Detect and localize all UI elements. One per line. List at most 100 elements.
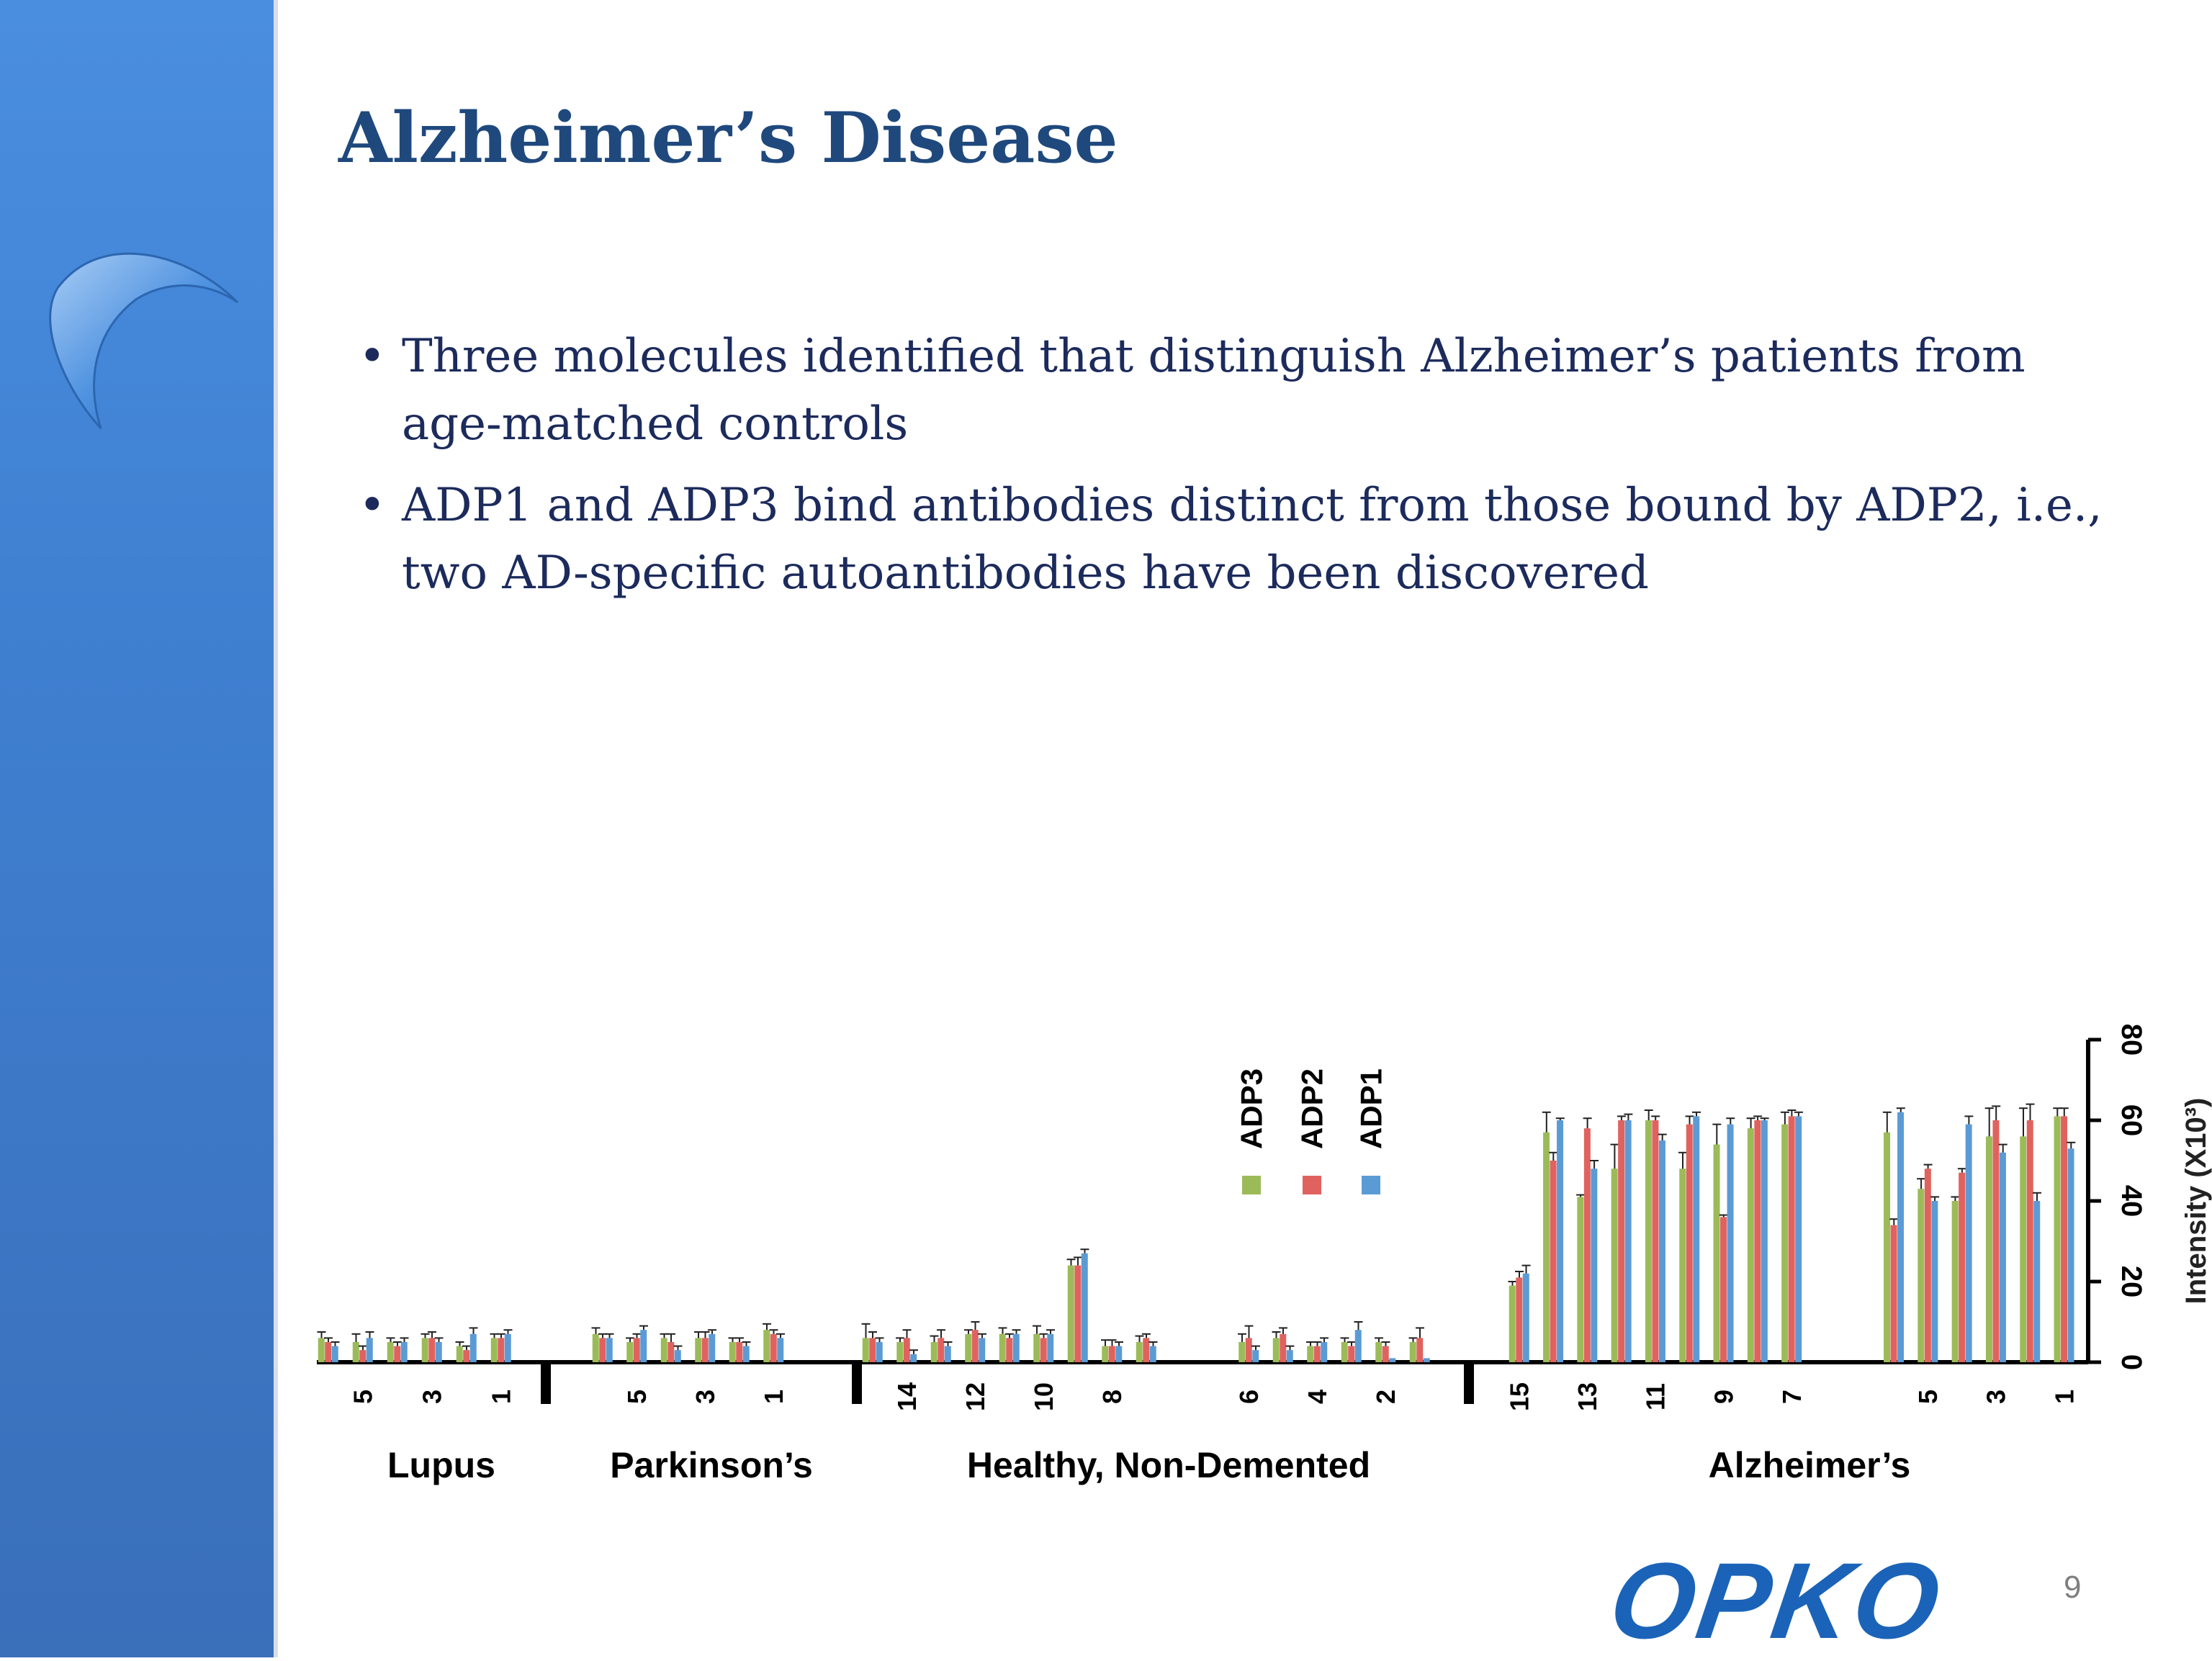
bar-adp3 xyxy=(1917,1189,1925,1362)
bar-adp1 xyxy=(1557,1120,1564,1362)
bar-adp1 xyxy=(1999,1152,2006,1362)
bar-adp1 xyxy=(331,1346,338,1362)
bar-adp2 xyxy=(1754,1120,1761,1362)
bar-adp2 xyxy=(938,1338,945,1362)
legend-label: ADP1 xyxy=(1354,1068,1388,1149)
bar-adp3 xyxy=(1747,1128,1754,1362)
x-tick-label: 13 xyxy=(1573,1382,1602,1411)
bar-adp3 xyxy=(1679,1169,1686,1362)
bar-adp2 xyxy=(394,1346,401,1362)
bar-adp3 xyxy=(1067,1265,1074,1362)
bar-adp3 xyxy=(930,1342,938,1362)
bar-adp2 xyxy=(770,1333,777,1362)
x-tick-label: 6 xyxy=(1234,1390,1264,1404)
bar-adp2 xyxy=(1720,1217,1727,1362)
bar-adp1 xyxy=(435,1342,442,1362)
bar-adp3 xyxy=(1136,1342,1143,1362)
bar-adp1 xyxy=(944,1346,951,1362)
bar-adp1 xyxy=(1149,1346,1156,1362)
bar-adp1 xyxy=(910,1354,917,1362)
bullet-text: ADP1 and ADP3 bind antibodies distinct f… xyxy=(402,479,2103,600)
x-tick-label: 7 xyxy=(1777,1390,1807,1404)
bar-adp3 xyxy=(1509,1285,1516,1362)
x-tick-label: 5 xyxy=(349,1390,378,1404)
bar-adp1 xyxy=(1897,1112,1905,1362)
bar-adp1 xyxy=(1012,1333,1020,1362)
bar-adp2 xyxy=(1788,1116,1795,1362)
bar-adp3 xyxy=(763,1330,770,1362)
bar-adp2 xyxy=(869,1338,876,1362)
bar-adp2 xyxy=(1313,1346,1321,1362)
page-number: 9 xyxy=(2064,1570,2082,1605)
bar-adp1 xyxy=(1354,1330,1362,1362)
bar-adp1 xyxy=(1795,1116,1802,1362)
bullet-item: • Three molecules identified that distin… xyxy=(359,323,2130,458)
x-tick-label: 3 xyxy=(418,1390,447,1404)
bar-adp2 xyxy=(1550,1161,1557,1362)
y-tick-label: 20 xyxy=(2116,1266,2147,1298)
bar-adp2 xyxy=(1280,1333,1287,1362)
bar-adp1 xyxy=(1727,1124,1734,1362)
bar-adp3 xyxy=(999,1333,1006,1362)
x-tick-label: 12 xyxy=(961,1382,990,1411)
bar-adp1 xyxy=(1286,1350,1293,1362)
bar-adp3 xyxy=(1713,1144,1720,1362)
legend-label: ADP3 xyxy=(1235,1068,1269,1149)
bar-adp3 xyxy=(592,1333,599,1362)
bar-adp3 xyxy=(2020,1136,2027,1362)
bar-adp2 xyxy=(2061,1116,2068,1362)
bar-adp1 xyxy=(1389,1358,1396,1362)
bar-adp2 xyxy=(1382,1346,1389,1362)
x-tick-label: 1 xyxy=(2049,1390,2079,1404)
bar-chart: 0 20 40 60 80 Intensity (X10³) 5 3 1 Lupus 5 3 1 Park… xyxy=(317,1024,2212,1485)
bar-adp1 xyxy=(469,1333,477,1362)
bar-adp1 xyxy=(1761,1120,1768,1362)
bar-adp1 xyxy=(876,1342,883,1362)
bar-adp3 xyxy=(896,1342,904,1362)
bar-adp3 xyxy=(1985,1136,1992,1362)
x-tick-label: 4 xyxy=(1303,1390,1332,1404)
opko-logo: OPKO xyxy=(1603,1540,1950,1661)
bar-adp2 xyxy=(1516,1277,1523,1362)
bar-adp3 xyxy=(626,1342,634,1362)
bar-adp1 xyxy=(1321,1342,1328,1362)
bar-adp2 xyxy=(667,1342,675,1362)
bar-adp3 xyxy=(1645,1120,1652,1362)
bar-adp3 xyxy=(2054,1116,2061,1362)
bar-adp3 xyxy=(1543,1132,1550,1362)
bar-adp1 xyxy=(1252,1350,1259,1362)
bar-adp1 xyxy=(979,1338,986,1362)
bar-adp2 xyxy=(1245,1338,1252,1362)
bar-adp1 xyxy=(1624,1120,1632,1362)
bar-adp1 xyxy=(709,1333,716,1362)
bar-adp3 xyxy=(1884,1132,1891,1362)
bar-adp1 xyxy=(400,1342,408,1362)
bar-adp1 xyxy=(1931,1201,1938,1362)
group-separator xyxy=(1464,1362,1474,1404)
x-tick-label: 3 xyxy=(1982,1390,2011,1404)
bar-adp3 xyxy=(1238,1342,1246,1362)
bar-adp3 xyxy=(1951,1201,1959,1362)
legend-swatch-adp2 xyxy=(1303,1176,1321,1194)
bar-adp3 xyxy=(862,1338,869,1362)
bar-adp2 xyxy=(1143,1338,1150,1362)
bar-adp3 xyxy=(490,1338,498,1362)
group-separator xyxy=(541,1362,551,1404)
bar-adp1 xyxy=(2067,1148,2074,1362)
bar-adp3 xyxy=(729,1342,736,1362)
x-tick-label: 9 xyxy=(1709,1390,1738,1404)
bar-adp2 xyxy=(1348,1346,1355,1362)
bar-adp1 xyxy=(674,1350,681,1362)
sidebar-panel xyxy=(0,0,278,1657)
y-tick-label: 60 xyxy=(2116,1104,2147,1137)
bar-adp2 xyxy=(903,1338,910,1362)
bar-adp2 xyxy=(1108,1346,1115,1362)
bullet-item: • ADP1 and ADP3 bind antibodies distinct… xyxy=(359,472,2130,607)
x-tick-label: 8 xyxy=(1097,1390,1127,1404)
bar-adp2 xyxy=(1583,1128,1591,1362)
bar-adp1 xyxy=(504,1333,511,1362)
bar-adp3 xyxy=(695,1338,702,1362)
bar-adp2 xyxy=(736,1342,743,1362)
bar-adp3 xyxy=(1781,1124,1789,1362)
bullet-marker: • xyxy=(359,479,386,532)
